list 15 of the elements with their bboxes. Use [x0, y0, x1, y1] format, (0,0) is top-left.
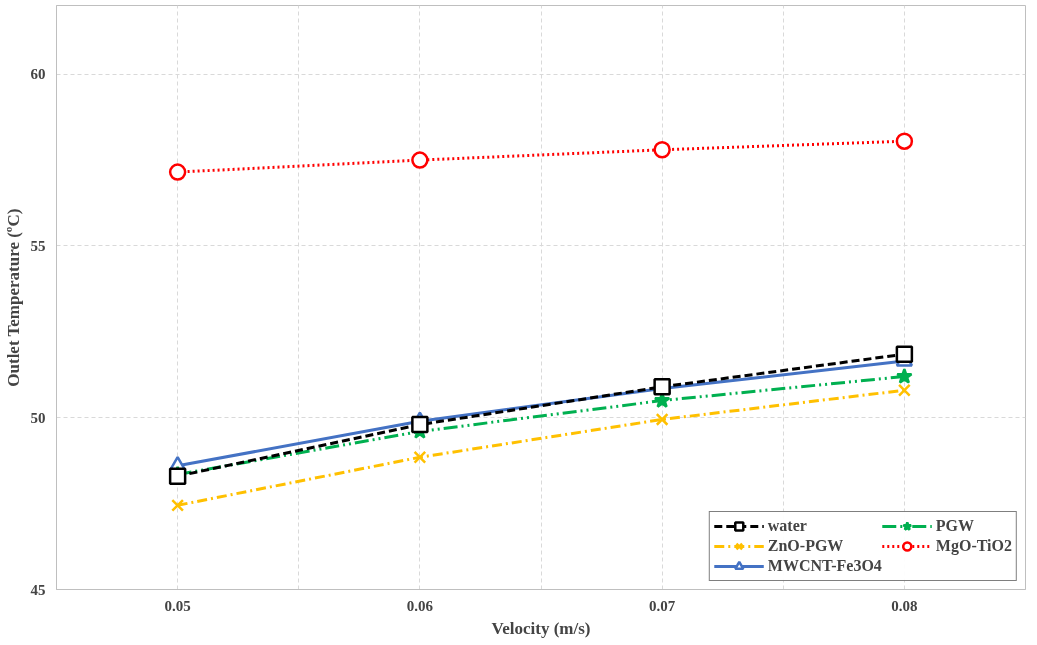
legend-label: ZnO-PGW	[767, 537, 844, 555]
legend-label: water	[767, 517, 807, 535]
y-tick-label: 50	[30, 409, 46, 426]
x-tick-label: 0.07	[649, 597, 676, 614]
y-tick-label: 45	[30, 581, 46, 598]
x-tick-label: 0.05	[164, 597, 191, 614]
legend-label: MgO-TiO2	[935, 537, 1012, 555]
x-axis-title: Velocity (m/s)	[491, 618, 591, 638]
x-tick-label: 0.06	[406, 597, 434, 614]
legend-label: MWCNT-Fe3O4	[767, 557, 882, 575]
y-tick-label: 60	[30, 66, 46, 83]
y-axis-title: Outlet Temperature (ºC)	[3, 208, 23, 387]
legend-label: PGW	[935, 517, 975, 535]
y-tick-label: 55	[30, 237, 46, 254]
x-tick-label: 0.08	[891, 597, 918, 614]
